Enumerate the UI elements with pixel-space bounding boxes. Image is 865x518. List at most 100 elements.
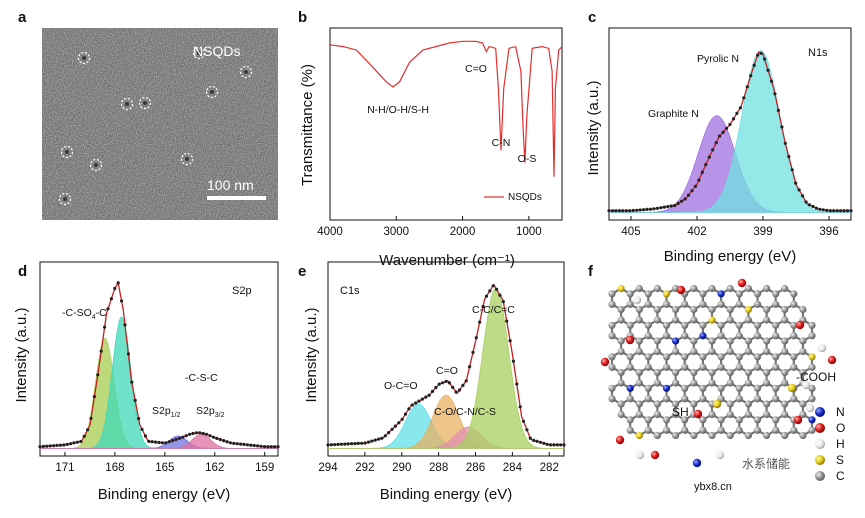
- plot-title-d: S2p: [232, 285, 252, 297]
- data-point-c-8: [635, 208, 639, 212]
- atom-200: [790, 363, 798, 371]
- atom-58: [653, 347, 662, 356]
- data-point-d-55: [225, 440, 229, 444]
- atom-33: [617, 316, 625, 324]
- atom-100: [699, 363, 707, 371]
- atom-168: [790, 426, 798, 434]
- data-point-d-5: [55, 443, 59, 447]
- data-point-d-41: [177, 436, 181, 440]
- data-point-e-27: [417, 399, 421, 403]
- data-point-e-2: [333, 443, 337, 447]
- atom-70: [699, 416, 707, 424]
- data-point-c-42: [752, 63, 756, 67]
- tem-image: NSQDs 100 nm: [42, 28, 278, 220]
- data-point-c-60: [814, 206, 819, 210]
- atom-59: [653, 337, 662, 345]
- label-o-c-o: O-C=O: [384, 380, 418, 392]
- edge-atom-17: [787, 383, 797, 393]
- data-point-d-63: [252, 443, 256, 448]
- atom-184: [790, 395, 798, 403]
- atom-67: [690, 400, 698, 408]
- atom-25: [653, 400, 662, 408]
- data-point-c-6: [628, 209, 632, 213]
- x-tick-label-c-1: 402: [687, 226, 706, 238]
- atom-216: [808, 353, 816, 361]
- atom-124: [735, 395, 743, 403]
- data-point-c-15: [659, 206, 663, 210]
- atom-9: [635, 400, 643, 408]
- atom-182: [781, 379, 789, 387]
- data-point-e-70: [562, 443, 566, 447]
- atom-118: [708, 347, 716, 356]
- data-point-d-21: [109, 297, 113, 301]
- panel-label-c: c: [588, 9, 596, 26]
- data-point-c-0: [607, 209, 611, 213]
- data-point-e-29: [424, 395, 428, 399]
- data-point-e-63: [538, 440, 543, 444]
- data-points-e: [326, 284, 566, 447]
- data-point-c-4: [621, 209, 625, 213]
- atom-138: [726, 347, 734, 356]
- edge-atom-6: [827, 355, 837, 365]
- data-point-d-9: [69, 442, 73, 446]
- atom-69: [690, 431, 698, 440]
- atom-176: [753, 332, 762, 340]
- atom-53: [626, 290, 634, 298]
- panel-label-f: f: [588, 263, 594, 280]
- plot-frame-c: [608, 27, 852, 221]
- atom-130: [753, 416, 762, 424]
- data-point-c-5: [624, 209, 628, 213]
- atom-77: [662, 321, 671, 329]
- x-axis-label-d: Binding energy (eV): [98, 486, 231, 503]
- data-point-c-52: [787, 155, 791, 159]
- atom-91: [662, 300, 671, 308]
- plot-title-e: C1s: [340, 285, 360, 297]
- data-point-c-57: [804, 200, 808, 204]
- atom-85: [699, 384, 707, 392]
- edge-atom-9: [715, 450, 725, 460]
- atom-105: [717, 384, 725, 392]
- data-point-c-66: [835, 209, 839, 213]
- peak-c-so4-c-2: [40, 316, 278, 449]
- atom-169: [781, 431, 789, 440]
- tem-dot-8: [180, 152, 194, 166]
- label-s2p-3-2: S2p3/2: [196, 405, 225, 419]
- data-point-c-25: [693, 184, 698, 188]
- data-point-c-44: [759, 51, 763, 55]
- atom-60: [662, 363, 671, 371]
- atom-150: [772, 416, 780, 424]
- x-tick-label-c-3: 396: [819, 226, 838, 238]
- panel-label-b: b: [298, 9, 307, 26]
- atom-39: [653, 379, 662, 387]
- atom-82: [690, 379, 698, 387]
- atom-144: [753, 395, 762, 403]
- data-point-e-31: [430, 389, 435, 393]
- label-graphite-n: Graphite N: [648, 108, 699, 120]
- data-point-e-59: [525, 428, 529, 432]
- atom-217: [790, 300, 798, 308]
- data-point-e-22: [400, 417, 404, 421]
- atom-152: [708, 284, 716, 293]
- atom-92: [653, 284, 662, 293]
- edge-atom-13: [600, 357, 610, 367]
- legend-label-h: H: [836, 437, 845, 451]
- data-point-d-44: [188, 432, 192, 436]
- atom-223: [808, 321, 816, 329]
- data-point-c-22: [683, 197, 687, 201]
- atom-115: [690, 305, 698, 314]
- data-point-c-17: [666, 205, 670, 209]
- atom-114: [690, 316, 698, 324]
- data-point-d-0: [38, 445, 42, 449]
- y-axis-label-c: Intensity (a.u.): [585, 80, 602, 175]
- scale-bar-label: 100 nm: [207, 177, 254, 193]
- atom-154: [726, 316, 734, 324]
- data-point-d-6: [58, 443, 63, 447]
- atom-13: [644, 416, 652, 424]
- x-tick-label-c-0: 405: [621, 226, 640, 238]
- data-point-d-39: [171, 439, 175, 443]
- data-point-e-16: [380, 436, 384, 440]
- x-ticks-d: 171 168 165 162 159: [55, 452, 274, 474]
- atom-194: [763, 316, 771, 324]
- data-point-c-54: [794, 181, 798, 185]
